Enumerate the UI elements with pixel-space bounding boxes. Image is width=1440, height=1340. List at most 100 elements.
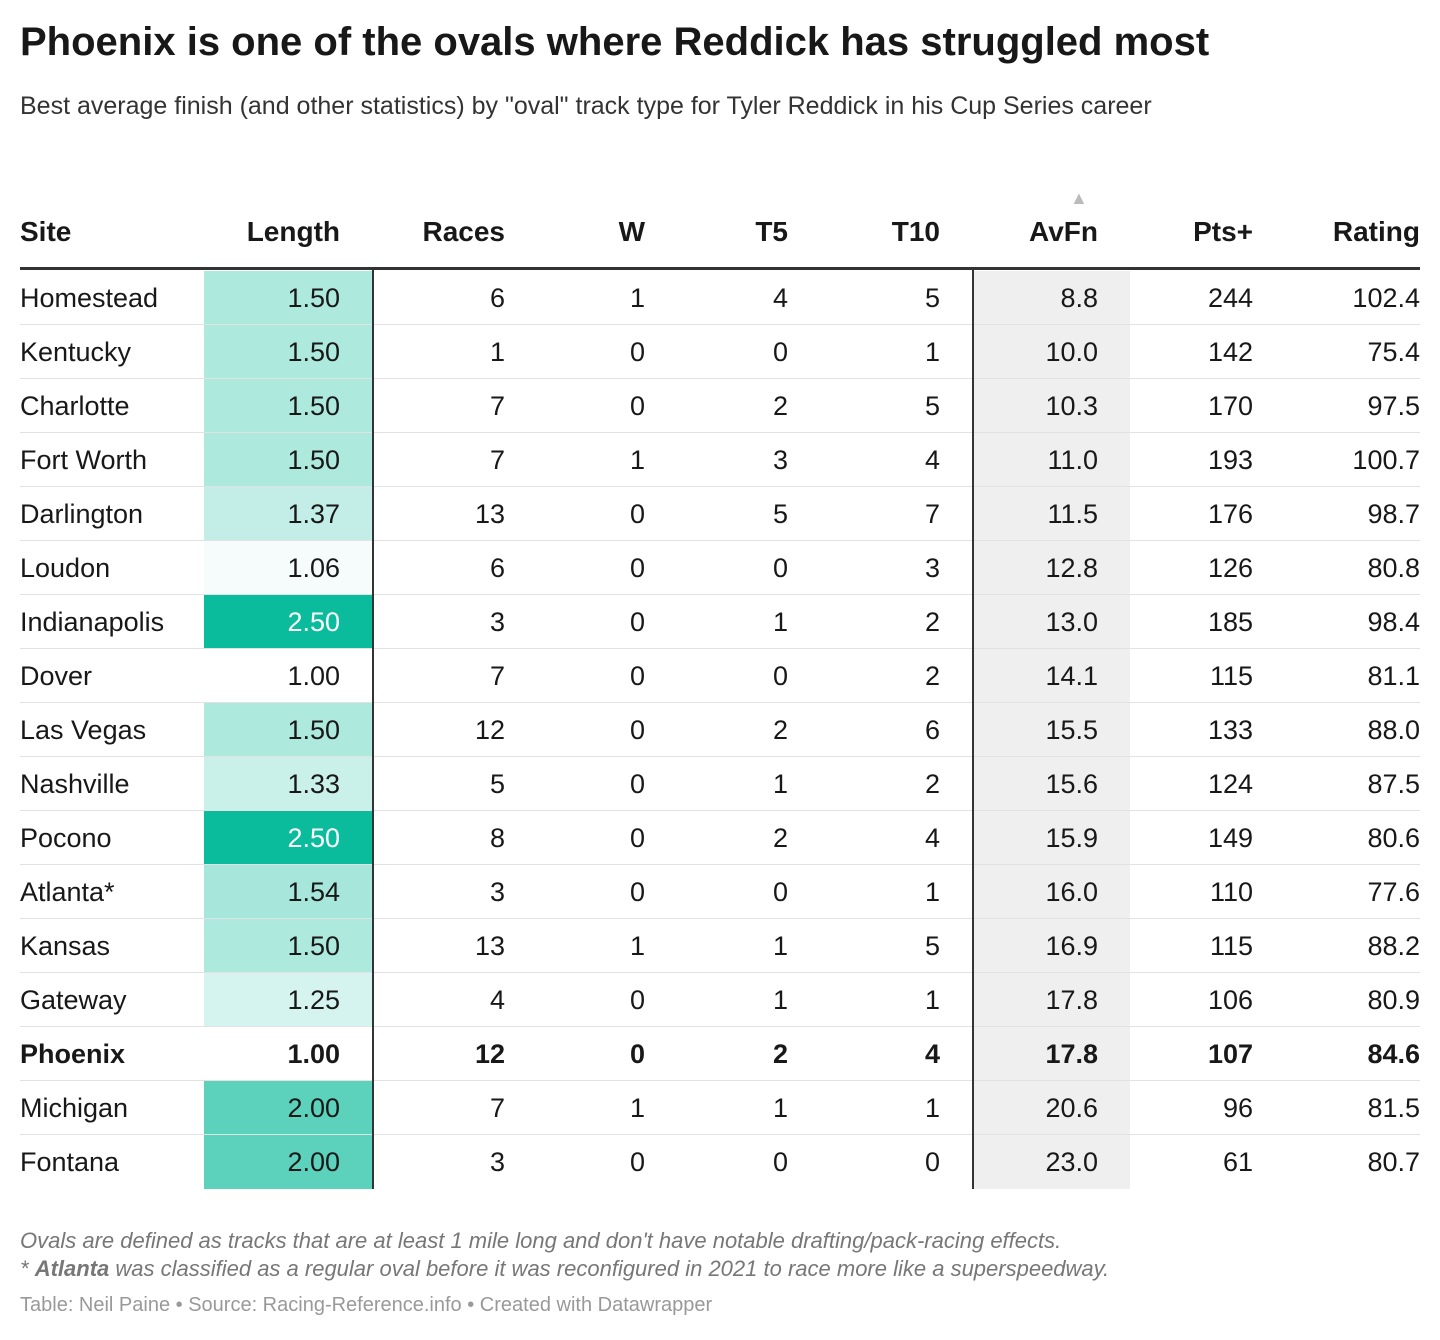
row-label: Charlotte [20,391,130,421]
shaded-cell-bg [204,595,372,649]
table-cell: 6 [924,715,940,745]
column-header: AvFn [1029,216,1098,247]
table-cell: 102.4 [1352,283,1420,313]
table-cell: 15.9 [1045,823,1098,853]
table-cell: 1 [924,1093,940,1123]
table-cell: 5 [924,931,940,961]
table-cell: 5 [924,391,940,421]
row-label: Indianapolis [20,607,165,637]
table-cell: 87.5 [1367,769,1420,799]
table-cell: 7 [489,661,505,691]
table-cell: 1.33 [287,769,340,799]
row-divider [20,432,1420,433]
shaded-cell-bg [204,811,372,865]
table-cell: 16.0 [1045,877,1098,907]
table-cell: 1 [924,877,940,907]
table-cell: 0 [772,553,788,583]
table-cell: 176 [1207,499,1253,529]
shaded-cell-bg [204,919,372,973]
table-cell: 2.00 [287,1147,340,1177]
table-cell: 1 [772,1093,788,1123]
table-cell: 1.00 [287,1039,340,1069]
shaded-cell-bg [204,271,372,325]
grey-column-bg [974,271,1130,1189]
table-cell: 1 [629,931,645,961]
table-cell: 2 [924,769,940,799]
table-cell: 13 [474,499,505,529]
row-divider [20,540,1420,541]
table-cell: 185 [1207,607,1253,637]
note: * Atlanta was classified as a regular ov… [20,1256,1109,1282]
table-cell: 17.8 [1045,1039,1098,1069]
table-cell: 12 [474,715,505,745]
table-cell: 7 [489,1093,505,1123]
table-cell: 80.9 [1367,985,1420,1015]
shaded-cell-bg [204,1027,372,1081]
table-cell: 2 [772,391,788,421]
table-cell: 98.4 [1367,607,1420,637]
table-cell: 244 [1207,283,1253,313]
table-cell: 2 [772,1039,788,1069]
table-cell: 1.50 [287,445,340,475]
table-cell: 7 [489,445,505,475]
row-label: Homestead [20,283,159,313]
shaded-cell-bg [204,433,372,487]
table-cell: 142 [1207,337,1253,367]
row-divider [20,1026,1420,1027]
row-divider [20,594,1420,595]
table-cell: 0 [924,1147,940,1177]
shaded-cell-bg [204,757,372,811]
table-cell: 0 [772,877,788,907]
row-divider [20,378,1420,379]
table-cell: 115 [1209,661,1253,691]
table-cell: 75.4 [1367,337,1420,367]
table-cell: 124 [1207,769,1253,799]
table-cell: 88.2 [1367,931,1420,961]
table-cell: 0 [772,661,788,691]
table-cell: 1.50 [287,931,340,961]
table-cell: 193 [1207,445,1253,475]
row-divider [20,864,1420,865]
table-cell: 0 [629,985,645,1015]
row-divider [20,972,1420,973]
column-header: T5 [755,216,788,247]
table-cell: 2 [924,607,940,637]
table-cell: 2 [772,715,788,745]
row-label: Las Vegas [20,715,147,745]
table-cell: 98.7 [1367,499,1420,529]
row-label: Gateway [20,985,127,1015]
table-cell: 1.50 [287,337,340,367]
table-cell: 1.54 [287,877,340,907]
note-emphasis: Atlanta [34,1256,110,1281]
column-header: W [618,216,645,247]
table-cell: 5 [489,769,505,799]
column-header: Races [422,216,505,247]
table-cell: 77.6 [1367,877,1420,907]
table-cell: 1.50 [287,391,340,421]
table-cell: 15.5 [1045,715,1098,745]
row-label: Kentucky [20,337,132,367]
row-label: Fontana [20,1147,120,1177]
table-cell: 61 [1222,1147,1253,1177]
table-cell: 0 [629,1039,645,1069]
table-cell: 115 [1209,931,1253,961]
table-cell: 8.8 [1060,283,1098,313]
table-cell: 7 [489,391,505,421]
table-cell: 0 [629,661,645,691]
table-cell: 110 [1209,877,1253,907]
table-cell: 96 [1222,1093,1253,1123]
table-cell: 10.3 [1045,391,1098,421]
table-cell: 0 [772,337,788,367]
column-header: Pts+ [1193,216,1253,247]
table-cell: 4 [489,985,505,1015]
table-cell: 0 [629,769,645,799]
table-cell: 2.50 [287,823,340,853]
table-cell: 5 [772,499,788,529]
table-cell: 0 [629,715,645,745]
shaded-cell-bg [204,865,372,919]
table-cell: 0 [629,823,645,853]
shaded-cell-bg [204,1135,372,1189]
shaded-cell-bg [204,325,372,379]
note-text: * [20,1256,35,1281]
